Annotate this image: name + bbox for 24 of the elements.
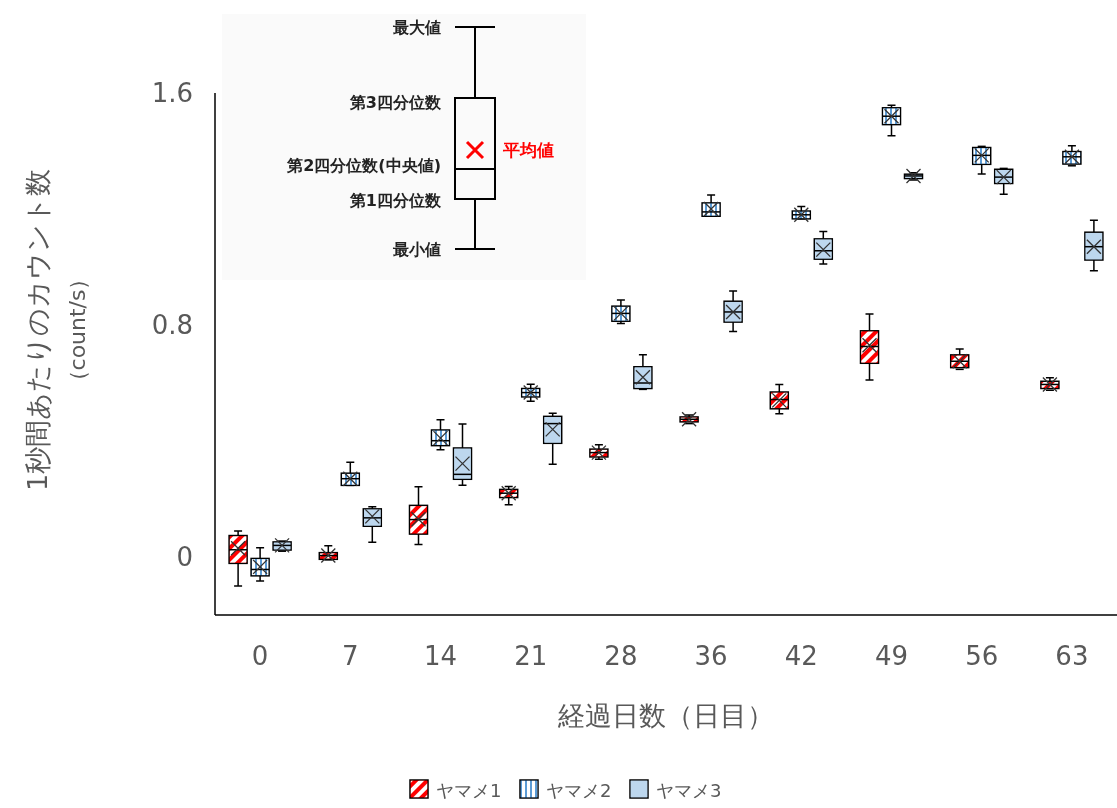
- x-tick-label: 0: [251, 641, 269, 671]
- annotation: 平均値: [502, 140, 554, 160]
- x-tick-label: 42: [784, 641, 818, 671]
- text: 最大値: [392, 17, 441, 37]
- legend-label: ヤマメ1: [436, 779, 502, 801]
- y-tick-label: 1.6: [151, 78, 193, 108]
- x-tick-label: 56: [965, 641, 999, 671]
- legend-label: ヤマメ3: [656, 779, 722, 801]
- y-tick-label: 0.8: [151, 310, 193, 340]
- annotation: 第1四分位数: [348, 190, 442, 210]
- x-tick-label: 14: [423, 641, 458, 671]
- x-tick-label: 7: [342, 641, 359, 671]
- x-tick-label: 28: [604, 641, 638, 671]
- y-tick-label: 0: [176, 542, 193, 572]
- x-tick-label: 21: [514, 641, 548, 671]
- x-axis-title: 経過日数（日目）: [557, 699, 774, 731]
- annotation: 第2四分位数(中央値): [286, 155, 441, 175]
- x-tick-label: 36: [694, 641, 728, 671]
- legend-label: ヤマメ2: [546, 779, 612, 801]
- x-tick-label: 63: [1055, 641, 1089, 671]
- annotation: 第3四分位数: [348, 92, 442, 112]
- x-tick-label: 49: [874, 641, 909, 671]
- y-axis-title: 1秒間あたりのカウント数（count/s）: [21, 168, 90, 492]
- annotation: 最小値: [392, 239, 441, 259]
